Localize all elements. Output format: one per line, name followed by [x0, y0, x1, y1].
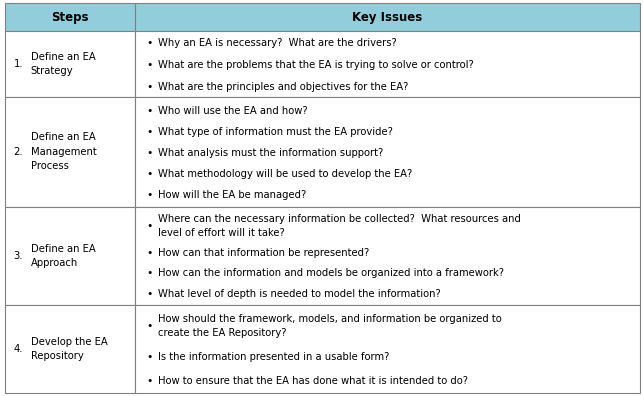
Text: What methodology will be used to develop the EA?: What methodology will be used to develop…: [158, 169, 413, 179]
Text: Steps: Steps: [51, 11, 89, 24]
Bar: [135, 207, 640, 305]
Text: •: •: [147, 38, 153, 48]
Text: 2.: 2.: [14, 147, 23, 157]
Bar: [5, 3, 135, 31]
Text: What level of depth is needed to model the information?: What level of depth is needed to model t…: [158, 289, 441, 299]
Text: Define an EA
Strategy: Define an EA Strategy: [31, 52, 96, 76]
Text: •: •: [147, 321, 153, 331]
Text: What analysis must the information support?: What analysis must the information suppo…: [158, 148, 384, 158]
Bar: [135, 305, 640, 393]
Bar: [135, 31, 640, 97]
Text: Define an EA
Approach: Define an EA Approach: [31, 244, 96, 268]
Text: 4.: 4.: [14, 344, 23, 354]
Text: Define an EA
Management
Process: Define an EA Management Process: [31, 132, 96, 171]
Text: How can the information and models be organized into a framework?: How can the information and models be or…: [158, 268, 504, 278]
Text: •: •: [147, 127, 153, 137]
Text: •: •: [147, 248, 153, 258]
Bar: [5, 305, 135, 393]
Text: What type of information must the EA provide?: What type of information must the EA pro…: [158, 127, 394, 137]
Text: •: •: [147, 82, 153, 92]
Text: •: •: [147, 352, 153, 362]
Text: How can that information be represented?: How can that information be represented?: [158, 248, 370, 258]
Bar: [5, 207, 135, 305]
Text: 3.: 3.: [14, 251, 23, 261]
Text: •: •: [147, 169, 153, 179]
Text: Who will use the EA and how?: Who will use the EA and how?: [158, 106, 308, 116]
Text: •: •: [147, 60, 153, 70]
Text: How will the EA be managed?: How will the EA be managed?: [158, 190, 307, 200]
Text: •: •: [147, 268, 153, 278]
Text: Where can the necessary information be collected?  What resources and
level of e: Where can the necessary information be c…: [158, 214, 521, 238]
Text: •: •: [147, 289, 153, 299]
Bar: [5, 31, 135, 97]
Text: •: •: [147, 148, 153, 158]
Text: •: •: [147, 190, 153, 200]
Text: Is the information presented in a usable form?: Is the information presented in a usable…: [158, 352, 390, 362]
Text: Why an EA is necessary?  What are the drivers?: Why an EA is necessary? What are the dri…: [158, 38, 397, 48]
Text: How should the framework, models, and information be organized to
create the EA : How should the framework, models, and in…: [158, 314, 502, 338]
Text: 1.: 1.: [14, 59, 23, 69]
Text: Key Issues: Key Issues: [352, 11, 422, 24]
Text: What are the problems that the EA is trying to solve or control?: What are the problems that the EA is try…: [158, 60, 474, 70]
Bar: [135, 97, 640, 207]
Text: How to ensure that the EA has done what it is intended to do?: How to ensure that the EA has done what …: [158, 376, 468, 386]
Bar: [5, 97, 135, 207]
Text: •: •: [147, 106, 153, 116]
Text: Develop the EA
Repository: Develop the EA Repository: [31, 337, 107, 361]
Bar: [135, 3, 640, 31]
Text: •: •: [147, 221, 153, 231]
Text: What are the principles and objectives for the EA?: What are the principles and objectives f…: [158, 82, 409, 92]
Text: •: •: [147, 376, 153, 386]
